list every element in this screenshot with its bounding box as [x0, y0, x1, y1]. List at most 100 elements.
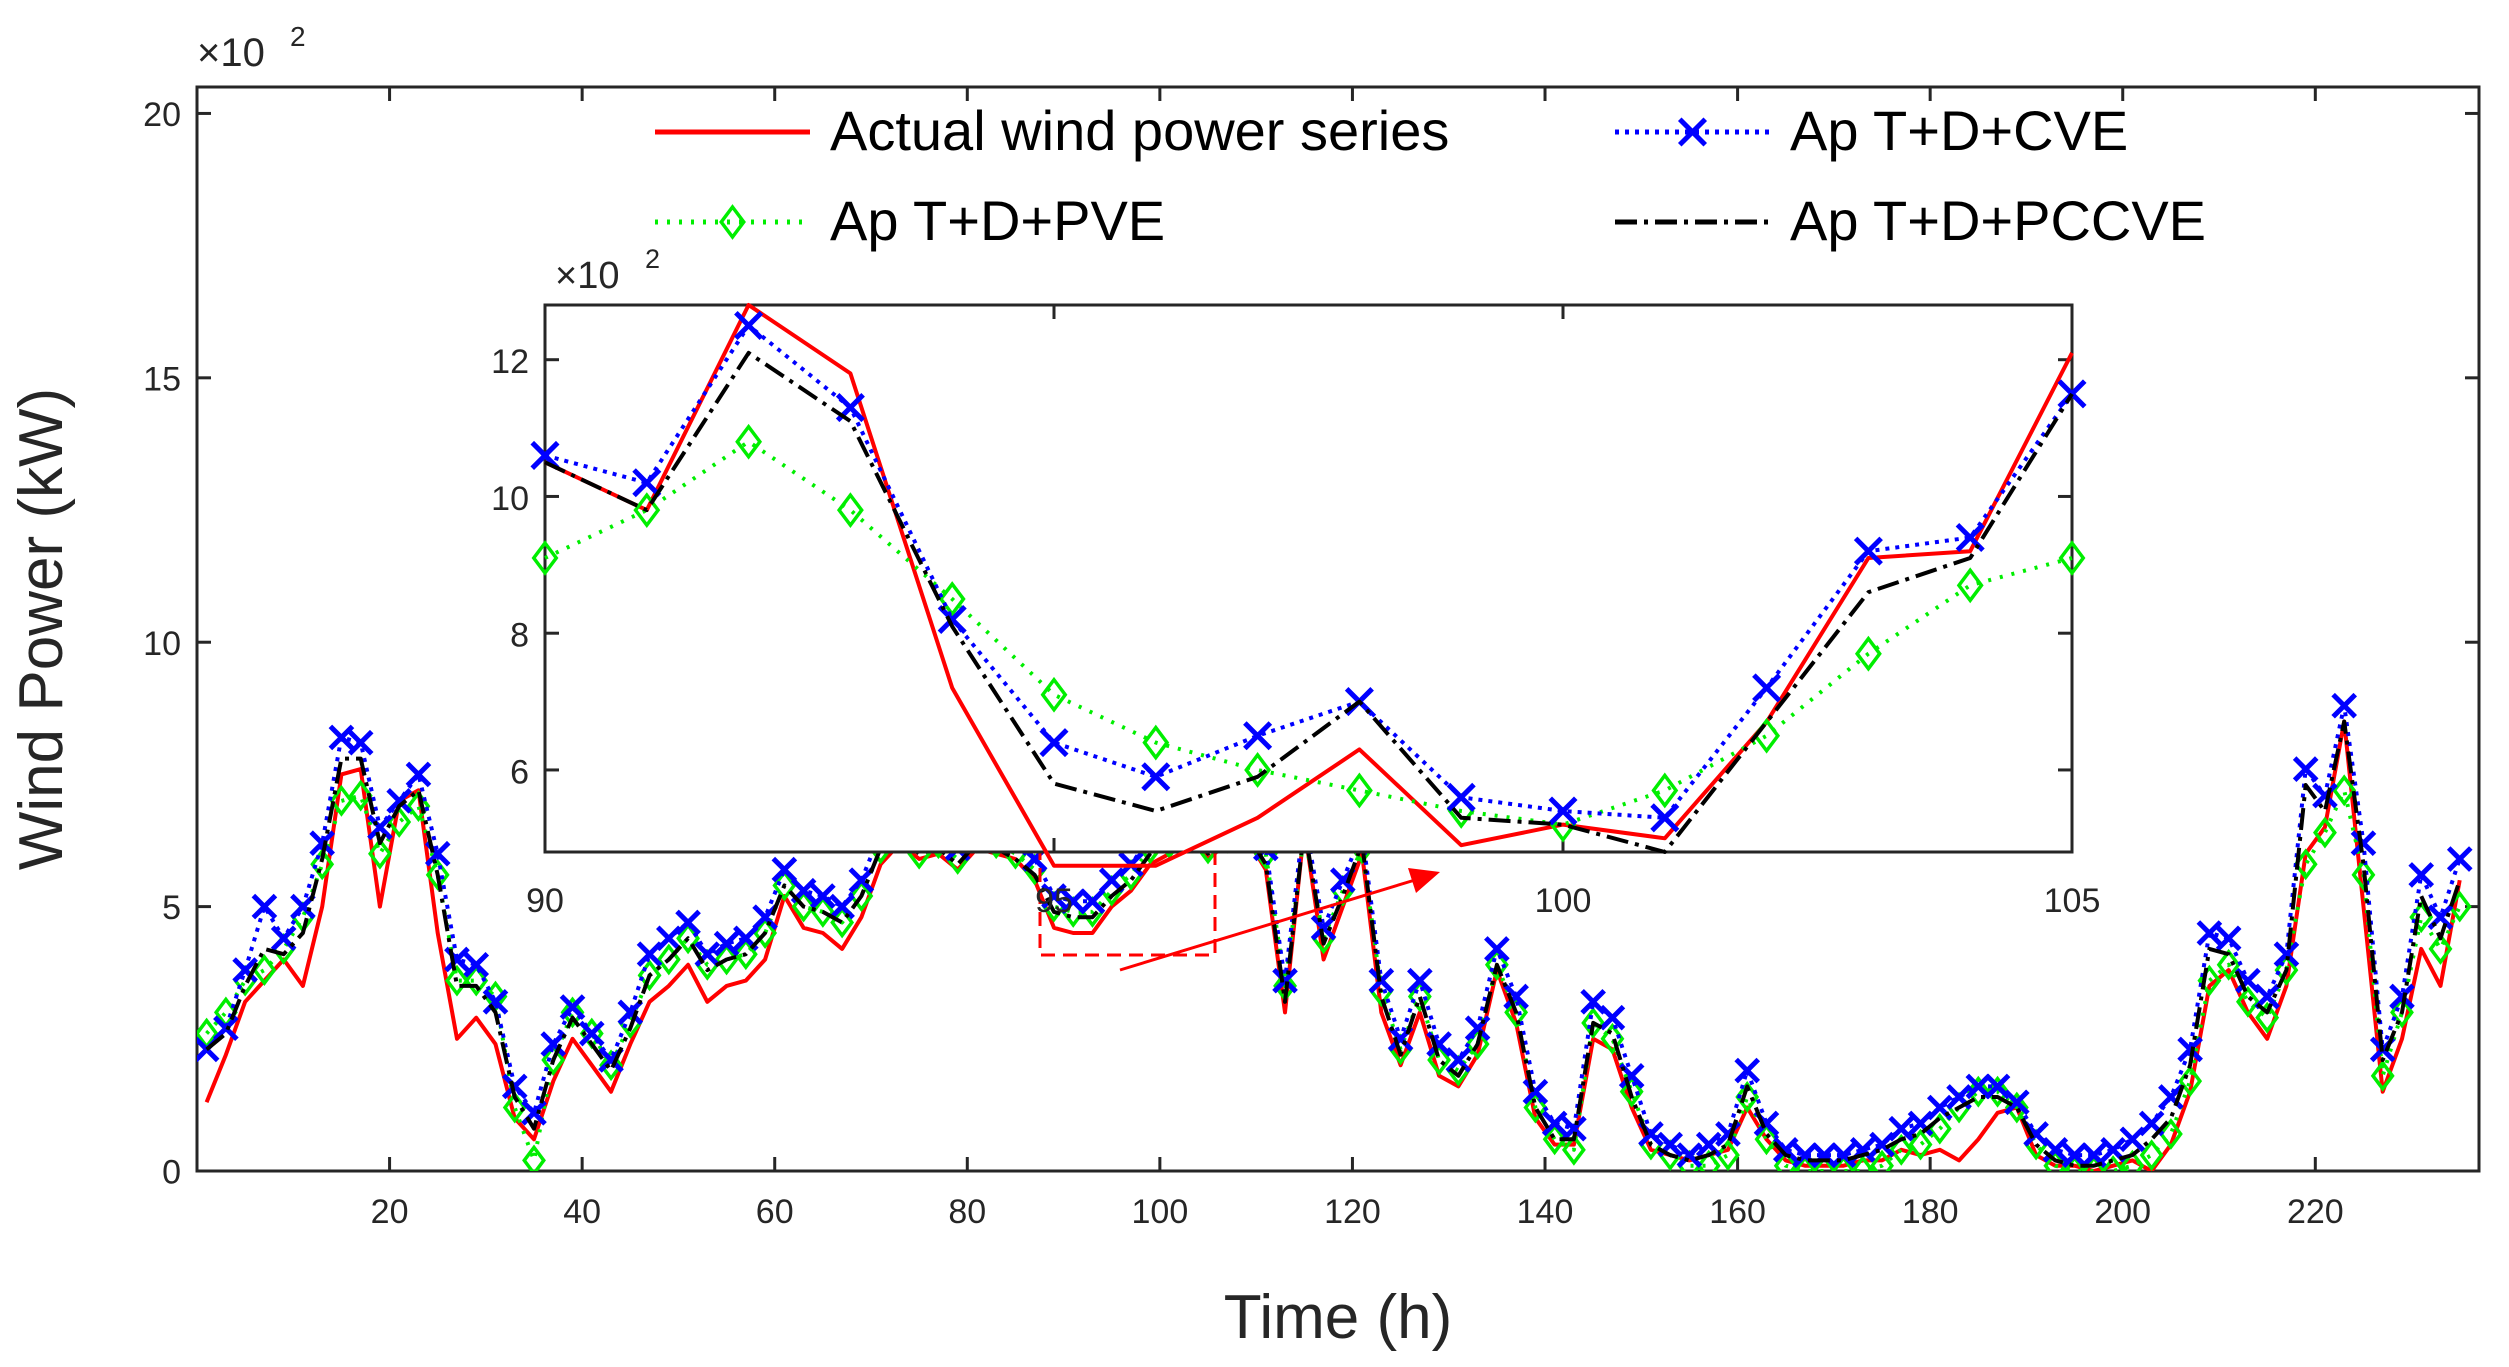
data-point-cve	[1041, 883, 1067, 909]
data-point-cve	[540, 1031, 567, 1057]
main-xtick-label: 200	[2094, 1193, 2151, 1231]
data-point-pve	[522, 1144, 546, 1171]
data-point-pve	[1850, 1155, 1875, 1171]
inset-xtick-label: 100	[1535, 882, 1592, 920]
zoom-annotation	[1038, 848, 1440, 972]
data-point-pve	[406, 790, 431, 823]
data-point-pve	[1793, 1155, 1817, 1171]
legend: Actual wind power series Ap T+D+CVE Ap T+D…	[655, 99, 2206, 252]
data-point-cve	[1446, 782, 1476, 812]
data-point-pve	[1244, 752, 1272, 788]
data-point-pve	[2274, 954, 2299, 986]
main-xtick-label: 160	[1709, 1193, 1766, 1231]
data-point-pve	[1427, 1044, 1452, 1076]
data-point-cve	[2350, 830, 2377, 856]
data-point-pve	[1619, 1075, 1644, 1108]
x-tick-labels: 20 40 60 80 100 120 140 160 180 200 220	[371, 1193, 2344, 1231]
legend-marker-pve	[719, 204, 746, 240]
inset-y-multiplier-base: ×10	[555, 255, 619, 297]
main-xtick-label: 20	[371, 1193, 409, 1231]
legend-item-pccve: Ap T+D+PCCVE	[1615, 189, 2206, 252]
data-point-cve	[1141, 762, 1171, 792]
data-point-cve	[1772, 1137, 1799, 1163]
inset-axes: 90 95 100 105 6 8 10 12 ×10 2	[491, 244, 2100, 920]
data-point-pve	[1561, 1133, 1586, 1166]
data-point-cve	[1599, 1004, 1626, 1031]
data-point-pve	[1908, 1128, 1933, 1161]
data-point-pve	[1040, 676, 1068, 713]
data-point-pve	[445, 964, 469, 997]
data-point-pve	[2370, 1059, 2395, 1092]
main-xtick-label: 80	[948, 1193, 986, 1231]
main-xtick-label: 140	[1517, 1193, 1574, 1231]
y-multiplier: ×10 2	[197, 21, 306, 75]
series-pve	[531, 423, 2086, 843]
data-point-pve	[1966, 1075, 1991, 1108]
x-axis-label: Time (h)	[1224, 1283, 1452, 1352]
inset-y-tick-labels: 6 8 10 12	[491, 343, 529, 791]
data-point-cve	[1060, 888, 1087, 915]
data-point-cve	[2177, 1036, 2203, 1063]
data-point-pve	[1754, 1123, 1779, 1156]
data-point-cve	[2215, 925, 2242, 952]
legend-label-cve: Ap T+D+CVE	[1790, 99, 2128, 162]
zoom-arrow-line	[1119, 878, 1416, 972]
data-point-cve	[2196, 920, 2223, 946]
data-point-cve	[617, 999, 644, 1026]
data-point-cve	[1676, 1142, 1703, 1168]
inset-ytick-label: 8	[510, 617, 529, 655]
data-point-cve	[328, 724, 355, 751]
data-point-pve	[2313, 816, 2337, 849]
data-point-pve	[502, 1091, 527, 1124]
main-xtick-label: 60	[756, 1193, 794, 1231]
data-point-cve	[1079, 888, 1106, 915]
data-point-pve	[348, 779, 373, 812]
data-point-pve	[1854, 635, 1882, 672]
data-point-cve	[1243, 721, 1273, 751]
data-point-cve	[367, 814, 393, 841]
inset-ytick-label: 10	[491, 480, 529, 518]
series-line-pve	[544, 439, 2073, 827]
data-point-cve	[2004, 1089, 2030, 1116]
data-point-cve	[2312, 782, 2338, 809]
data-point-pve	[531, 540, 559, 576]
data-point-cve	[1752, 673, 1782, 703]
data-point-pve	[1523, 1091, 1548, 1124]
main-xtick-label: 220	[2287, 1193, 2344, 1231]
zoom-arrow-head	[1408, 868, 1440, 893]
data-point-cve	[2158, 1084, 2184, 1110]
data-point-cve	[1561, 1115, 1587, 1142]
data-point-pve	[1142, 724, 1170, 761]
y-multiplier-exponent: 2	[290, 21, 306, 52]
data-point-pve	[560, 996, 585, 1029]
data-point-pve	[2120, 1149, 2145, 1171]
data-point-cve	[675, 909, 701, 936]
data-point-cve	[2408, 862, 2435, 888]
data-point-pve	[714, 943, 739, 976]
data-point-cve	[1484, 936, 1510, 962]
main-xtick-label: 40	[563, 1193, 601, 1231]
data-point-pve	[1716, 1139, 1740, 1171]
main-ticks	[197, 87, 2479, 1173]
data-point-cve	[2273, 941, 2300, 968]
data-point-cve	[1548, 796, 1578, 826]
data-point-pve	[753, 917, 778, 949]
data-point-cve	[347, 729, 374, 756]
data-point-cve	[232, 957, 258, 983]
legend-marker-cve	[1677, 117, 1708, 147]
data-point-pve	[2101, 1155, 2126, 1171]
data-point-cve	[2042, 1137, 2069, 1163]
data-point-cve	[578, 1020, 605, 1047]
inset-ytick-label: 6	[510, 753, 529, 791]
data-point-cve	[1792, 1142, 1818, 1168]
data-point-pve	[733, 938, 758, 971]
data-point-pve	[2058, 540, 2086, 576]
inset-x-tick-labels: 90 95 100 105	[526, 882, 2100, 920]
data-point-pve	[2235, 985, 2260, 1018]
data-point-pve	[2178, 1065, 2203, 1098]
data-point-pve	[2351, 858, 2376, 891]
data-point-cve	[1965, 1073, 1992, 1100]
inset-xtick-label: 95	[1035, 882, 1073, 920]
main-xtick-label: 120	[1324, 1193, 1381, 1231]
